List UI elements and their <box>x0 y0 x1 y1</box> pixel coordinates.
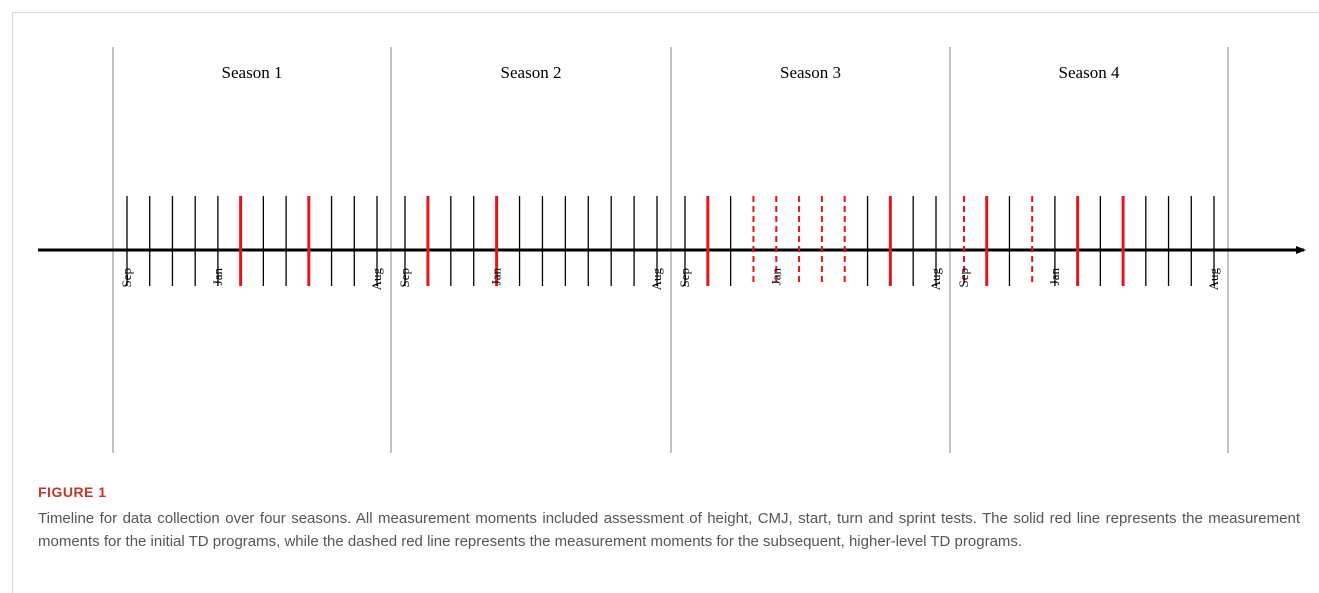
month-label: Jan <box>489 268 504 286</box>
month-label: Sep <box>677 268 692 288</box>
month-label: Aug <box>928 268 943 291</box>
month-label: Aug <box>1206 268 1221 291</box>
season-label: Season 4 <box>1059 63 1120 82</box>
figure-frame <box>12 12 1319 593</box>
month-label: Jan <box>768 268 783 286</box>
month-label: Aug <box>649 268 664 291</box>
month-label: Jan <box>210 268 225 286</box>
month-label: Sep <box>956 268 971 288</box>
timeline-figure: Season 1 Sep Jan Aug Season 2 Sep Jan Aug Season… <box>38 47 1306 453</box>
month-label: Jan <box>1047 268 1062 286</box>
month-label: Sep <box>119 268 134 288</box>
season-label: Season 3 <box>780 63 841 82</box>
figure-label: FIGURE 1 <box>38 484 107 500</box>
figure-caption: Timeline for data collection over four s… <box>38 510 1300 550</box>
season-label: Season 2 <box>501 63 562 82</box>
season-label: Season 1 <box>222 63 283 82</box>
month-label: Sep <box>397 268 412 288</box>
month-label: Aug <box>369 268 384 291</box>
